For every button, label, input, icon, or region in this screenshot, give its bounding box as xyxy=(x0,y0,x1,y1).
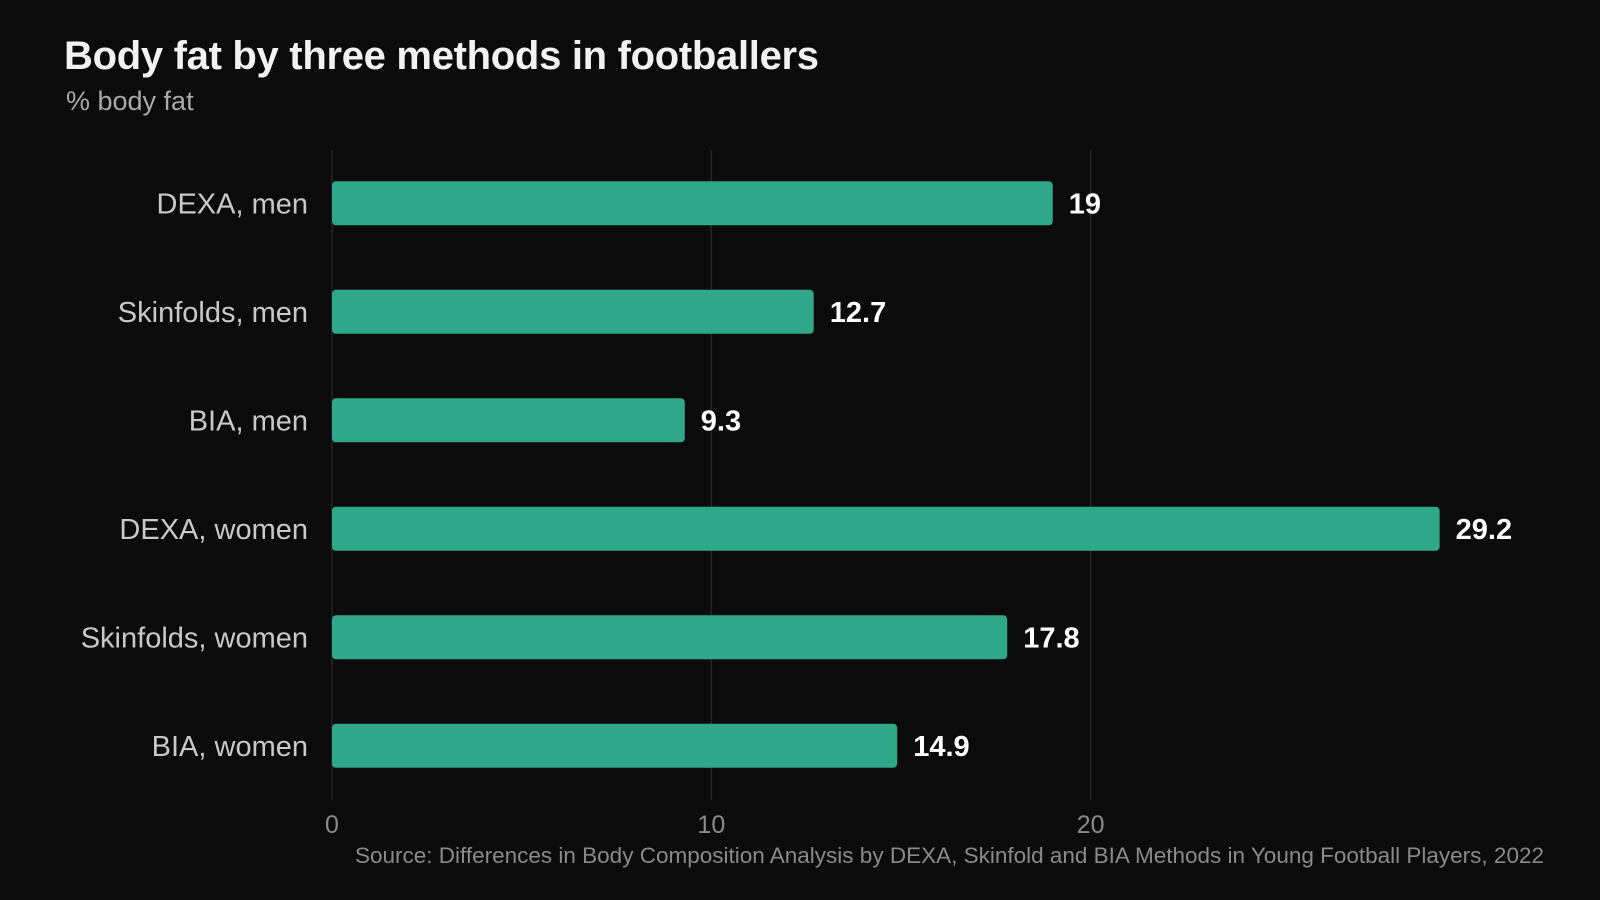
value-label: 29.2 xyxy=(1456,514,1512,546)
bar xyxy=(332,615,1008,660)
bar xyxy=(332,181,1053,226)
category-label: Skinfolds, men xyxy=(118,297,308,329)
value-labels: 19 12.7 9.3 29.2 17.8 14.9 xyxy=(701,188,1512,763)
x-tick-label: 0 xyxy=(325,811,339,839)
bar xyxy=(332,398,685,443)
value-label: 9.3 xyxy=(701,405,741,437)
bars xyxy=(332,181,1440,768)
bar xyxy=(332,506,1440,551)
x-axis-ticks: 0 10 20 xyxy=(325,811,1105,839)
value-label: 12.7 xyxy=(830,297,886,329)
category-label: BIA, men xyxy=(189,405,308,437)
category-label: DEXA, men xyxy=(157,188,309,220)
x-tick-label: 20 xyxy=(1077,811,1105,839)
source-note: Source: Differences in Body Composition … xyxy=(354,843,1544,868)
value-label: 14.9 xyxy=(913,731,969,763)
value-label: 19 xyxy=(1069,188,1101,220)
category-label: BIA, women xyxy=(152,731,308,763)
grid-lines xyxy=(331,150,1092,800)
category-labels: DEXA, men Skinfolds, men BIA, men DEXA, wom… xyxy=(81,188,308,763)
x-tick-label: 10 xyxy=(697,811,725,839)
bar xyxy=(332,723,898,768)
category-label: DEXA, women xyxy=(119,514,308,546)
chart-title: Body fat by three methods in footballers xyxy=(64,34,819,78)
category-label: Skinfolds, women xyxy=(81,622,308,654)
value-label: 17.8 xyxy=(1023,622,1079,654)
bar xyxy=(332,289,814,334)
chart-subtitle: % body fat xyxy=(66,86,194,116)
